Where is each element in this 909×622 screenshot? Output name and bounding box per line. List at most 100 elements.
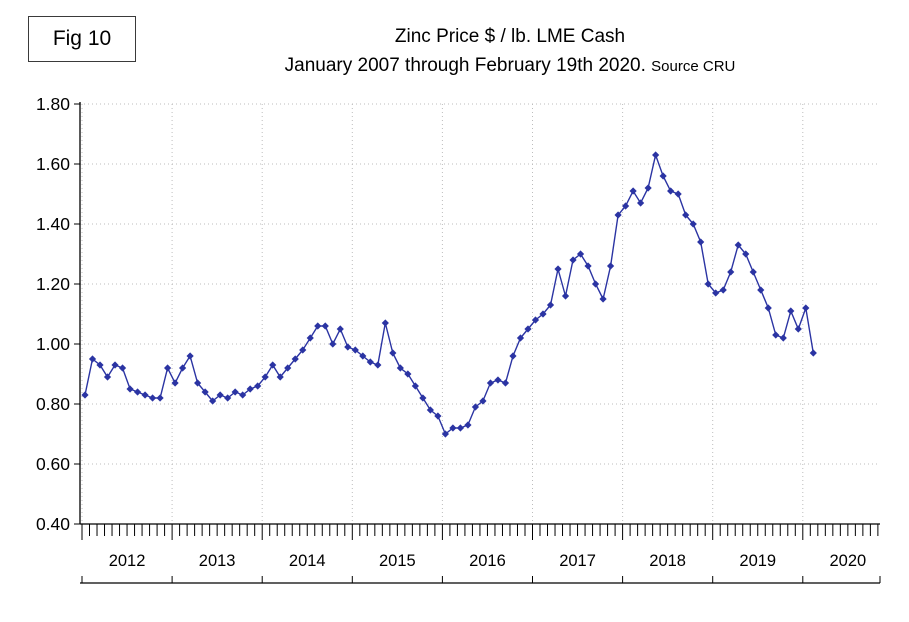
data-point-marker [118,364,127,372]
data-point-marker [689,220,697,228]
data-point-marker [246,385,254,393]
y-tick-label: 1.20 [36,274,70,294]
data-point-marker [802,304,810,312]
data-point-marker [464,421,472,429]
x-tick-label: 2019 [739,552,776,570]
data-point-marker [764,304,772,312]
data-point-marker [456,424,465,432]
y-tick-label: 1.40 [36,214,70,234]
data-point-marker [239,391,247,399]
data-point-marker [209,397,217,405]
data-point-marker [509,352,517,360]
data-point-marker [479,397,487,405]
data-point-marker [374,361,382,369]
data-point-marker [667,187,675,195]
data-point-marker [704,280,712,288]
y-tick-label: 0.80 [36,394,70,414]
figure-label-box: Fig 10 [28,16,136,62]
data-point-marker [501,379,510,387]
data-point-marker [269,361,277,369]
data-point-marker [471,403,480,411]
data-point-marker [426,406,434,414]
figure-label: Fig 10 [52,27,112,50]
x-tick-label: 2012 [109,552,146,570]
data-point-marker [757,286,765,294]
data-point-marker [674,190,682,198]
data-point-marker [719,286,727,294]
data-point-marker [224,394,232,402]
data-point-marker [306,334,314,342]
data-point-marker [419,394,427,402]
data-point-marker [644,184,652,192]
data-point-marker [637,199,645,207]
gridlines [80,103,880,524]
data-point-marker [486,379,495,387]
axes [79,102,880,584]
data-point-marker [381,319,389,327]
data-point-marker [314,322,322,330]
data-point-marker [734,241,742,249]
data-point-marker [216,391,224,399]
chart-title-block: Zinc Price $ / lb. LME Cash January 2007… [120,22,900,81]
data-point-marker [779,334,787,342]
data-point-marker [194,379,202,387]
data-point-marker [351,346,359,354]
x-tick-label: 2016 [469,552,506,570]
data-point-marker [103,373,112,381]
data-point-marker [749,268,757,276]
data-point-marker [344,343,352,351]
data-point-marker [652,151,660,159]
data-point-marker [201,388,209,396]
data-point-marker [629,187,637,195]
x-tick-label: 2014 [289,552,326,570]
data-point-marker [772,331,780,339]
data-point-marker [441,430,449,438]
data-point-marker [539,310,547,318]
source-label: Source CRU [651,58,736,75]
data-point-marker [329,340,337,348]
data-point-marker [614,211,622,219]
data-point-marker [284,364,292,372]
data-point-marker [531,316,540,324]
data-point-marker [96,361,104,369]
y-tick-label: 1.60 [36,154,70,174]
data-point-marker [546,301,555,309]
data-point-marker [742,250,750,258]
price-series [81,151,817,438]
data-point-marker [148,394,157,402]
data-point-marker [81,391,89,399]
data-point-marker [156,394,164,402]
y-tick-label: 0.40 [36,514,70,534]
data-point-marker [254,382,262,390]
data-point-marker [591,280,600,288]
axis-ticks [74,103,881,583]
data-point-marker [569,256,577,264]
data-point-marker [494,376,502,384]
data-point-marker [411,382,419,390]
data-point-marker [659,172,667,180]
data-point-marker [712,289,720,297]
x-tick-label: 2018 [649,552,686,570]
data-point-marker [126,385,134,393]
x-tick-label: 2015 [379,552,416,570]
y-tick-label: 1.00 [36,334,70,354]
x-tick-label: 2013 [199,552,236,570]
y-tick-label: 1.80 [36,94,70,114]
data-point-marker [299,346,307,354]
chart-subtitle: January 2007 through February 19th 2020.… [120,51,900,81]
data-point-marker [291,355,299,363]
data-point-marker [576,250,585,258]
data-point-marker [111,361,119,369]
data-point-marker [261,373,269,381]
data-point-marker [88,355,97,363]
data-point-marker [434,412,442,420]
chart-subtitle-text: January 2007 through February 19th 2020. [284,55,646,76]
data-point-marker [697,238,705,246]
data-point-marker [561,292,570,300]
data-point-marker [404,370,412,378]
data-point-marker [809,349,817,357]
data-point-marker [599,295,607,303]
data-point-marker [336,325,344,333]
